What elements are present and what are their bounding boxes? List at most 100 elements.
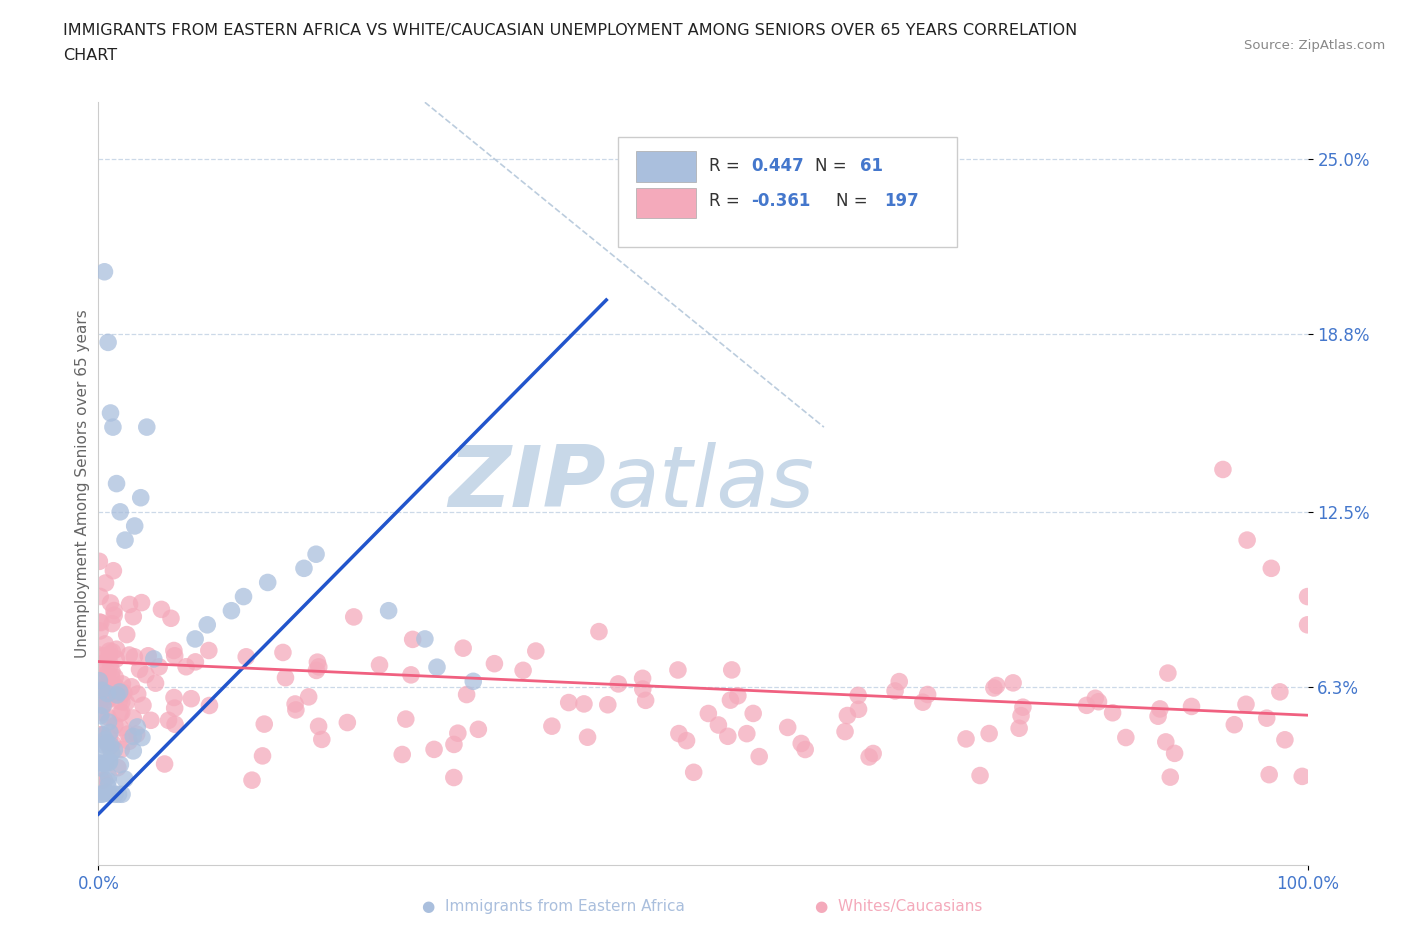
Point xyxy=(524,644,547,658)
Point xyxy=(108,504,131,519)
Point xyxy=(136,648,159,663)
Y-axis label: Unemployment Among Seniors over 65 years: Unemployment Among Seniors over 65 years xyxy=(75,309,90,658)
Point xyxy=(284,697,307,711)
Point xyxy=(195,618,218,632)
Point xyxy=(221,604,243,618)
Point xyxy=(122,729,145,744)
Point xyxy=(121,679,143,694)
Point xyxy=(97,665,120,680)
Point xyxy=(163,690,186,705)
Point xyxy=(90,761,112,776)
Point xyxy=(402,632,425,647)
Point xyxy=(184,655,207,670)
Point xyxy=(101,664,124,679)
Point xyxy=(111,676,134,691)
Point xyxy=(776,720,799,735)
Text: CHART: CHART xyxy=(63,48,117,63)
Point xyxy=(165,717,187,732)
Point xyxy=(93,756,115,771)
Point xyxy=(142,652,165,667)
Point xyxy=(150,602,173,617)
Text: 197: 197 xyxy=(884,193,920,210)
Point xyxy=(101,617,124,631)
Point xyxy=(104,718,127,733)
Point xyxy=(107,760,129,775)
Point xyxy=(180,691,202,706)
Point xyxy=(93,671,115,686)
Point xyxy=(1076,698,1098,712)
Point xyxy=(884,684,907,698)
Point xyxy=(98,730,121,745)
Point xyxy=(443,770,465,785)
Point xyxy=(107,787,129,802)
Point xyxy=(97,714,120,729)
Point xyxy=(100,405,122,420)
Point xyxy=(90,705,112,720)
Point xyxy=(1274,732,1296,747)
Point xyxy=(139,713,162,728)
Text: ●  Immigrants from Eastern Africa: ● Immigrants from Eastern Africa xyxy=(422,899,685,914)
Text: -0.361: -0.361 xyxy=(751,193,811,210)
Point xyxy=(105,476,128,491)
Point xyxy=(105,684,128,698)
Point xyxy=(91,698,114,713)
Point xyxy=(135,419,157,434)
Point xyxy=(117,726,139,741)
Point xyxy=(96,785,118,800)
Point xyxy=(735,726,758,741)
Point xyxy=(1268,684,1291,699)
Text: R =: R = xyxy=(709,156,745,175)
Point xyxy=(413,631,436,646)
Point xyxy=(235,649,257,664)
Point xyxy=(240,773,263,788)
Point xyxy=(576,730,599,745)
Point xyxy=(100,595,122,610)
Point xyxy=(108,694,131,709)
Point xyxy=(105,683,128,698)
Point xyxy=(557,695,579,710)
Point xyxy=(108,706,131,721)
Point xyxy=(104,787,127,802)
Point xyxy=(467,722,489,737)
Point xyxy=(93,264,115,279)
Point xyxy=(834,724,856,739)
Point xyxy=(98,725,121,740)
FancyBboxPatch shape xyxy=(637,151,696,181)
Point xyxy=(105,642,128,657)
Point xyxy=(889,674,911,689)
Point xyxy=(105,679,128,694)
Point xyxy=(1260,561,1282,576)
Point xyxy=(1296,618,1319,632)
Point xyxy=(1012,699,1035,714)
Point xyxy=(124,649,146,664)
Text: ●  Whites/Caucasians: ● Whites/Caucasians xyxy=(815,899,983,914)
Point xyxy=(274,671,297,685)
Point xyxy=(456,687,478,702)
Text: 61: 61 xyxy=(860,156,883,175)
Point xyxy=(308,719,330,734)
Point xyxy=(1149,701,1171,716)
Point xyxy=(100,658,122,672)
Point xyxy=(1236,533,1258,548)
Point xyxy=(127,686,149,701)
Point xyxy=(97,768,120,783)
Point xyxy=(94,732,117,747)
Point xyxy=(336,715,359,730)
Point xyxy=(284,702,307,717)
Point xyxy=(368,658,391,672)
Point xyxy=(157,713,180,728)
Point xyxy=(1163,746,1185,761)
Point xyxy=(98,644,121,658)
Point xyxy=(124,519,146,534)
Point xyxy=(911,695,934,710)
Point xyxy=(1002,675,1025,690)
Point xyxy=(90,684,112,698)
Point xyxy=(89,554,111,569)
Point xyxy=(145,676,167,691)
Text: R =: R = xyxy=(709,193,745,210)
Point xyxy=(98,739,121,754)
Point xyxy=(184,631,207,646)
Point xyxy=(917,687,939,702)
Point xyxy=(96,670,118,684)
Point xyxy=(955,732,977,747)
